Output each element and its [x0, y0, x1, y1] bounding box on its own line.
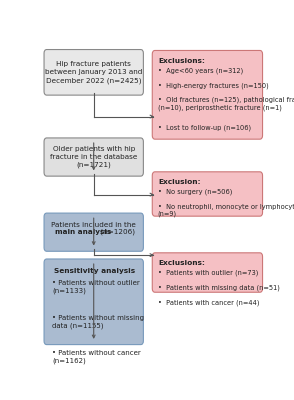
Text: Patients included in the: Patients included in the [51, 222, 136, 228]
Text: •  High-energy fractures (n=150): • High-energy fractures (n=150) [158, 82, 268, 89]
Text: main analysis: main analysis [55, 229, 112, 235]
FancyBboxPatch shape [152, 50, 263, 139]
Text: • Patients without missing
data (n=1155): • Patients without missing data (n=1155) [52, 315, 144, 329]
FancyBboxPatch shape [44, 50, 143, 95]
Text: •  Patients with missing data (n=51): • Patients with missing data (n=51) [158, 284, 279, 291]
Text: Older patients with hip
fracture in the database
(n=1721): Older patients with hip fracture in the … [50, 146, 137, 168]
Text: •  Lost to follow-up (n=106): • Lost to follow-up (n=106) [158, 124, 251, 130]
Text: • Patients without cancer
(n=1162): • Patients without cancer (n=1162) [52, 350, 141, 364]
Text: •  Patients with outlier (n=73): • Patients with outlier (n=73) [158, 270, 258, 276]
Text: •  Age<60 years (n=312): • Age<60 years (n=312) [158, 68, 243, 74]
FancyBboxPatch shape [152, 172, 263, 216]
Text: •  Old fractures (n=125), pathological fractures
(n=10), periprosthetic fracture: • Old fractures (n=125), pathological fr… [158, 97, 294, 111]
Text: •  No neutrophil, monocyte or lymphocyte data
(n=9): • No neutrophil, monocyte or lymphocyte … [158, 204, 294, 217]
Text: Exclusion:: Exclusion: [158, 179, 201, 185]
FancyBboxPatch shape [44, 259, 143, 345]
Text: • Patients without outlier
(n=1133): • Patients without outlier (n=1133) [52, 280, 140, 294]
FancyBboxPatch shape [44, 213, 143, 251]
Text: •  Patients with cancer (n=44): • Patients with cancer (n=44) [158, 299, 259, 306]
FancyBboxPatch shape [152, 253, 263, 292]
Text: Hip fracture patients
between January 2013 and
December 2022 (n=2425): Hip fracture patients between January 20… [45, 61, 142, 84]
Text: •  No surgery (n=506): • No surgery (n=506) [158, 189, 232, 195]
Text: (n=1206): (n=1206) [98, 229, 135, 236]
Text: Sensitivity analysis: Sensitivity analysis [54, 268, 135, 274]
Text: Exclusions:: Exclusions: [158, 260, 205, 266]
FancyBboxPatch shape [44, 138, 143, 176]
Text: Exclusions:: Exclusions: [158, 58, 205, 64]
